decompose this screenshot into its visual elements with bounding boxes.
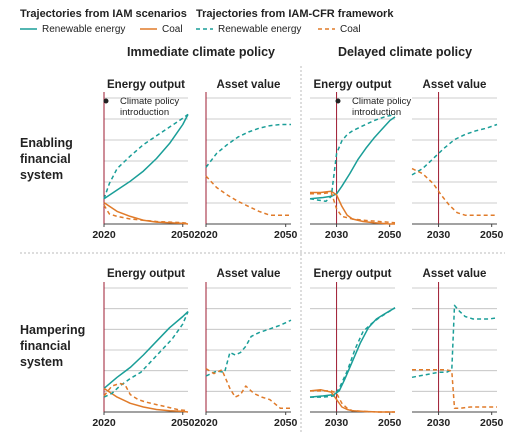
row-label-line: financial — [20, 339, 71, 353]
panel-7: Energy output 2030 2050 — [309, 268, 402, 429]
coal-solid-line — [103, 387, 189, 413]
x-tick-label: 2050 — [171, 229, 195, 241]
x-tick-label: 2030 — [427, 417, 451, 429]
column-header-delayed: Delayed climate policy — [338, 45, 472, 59]
coal-solid-line — [103, 201, 189, 225]
x-tick-label: 2020 — [92, 417, 116, 429]
coal-dashed-line — [205, 175, 291, 216]
x-tick-label: 2020 — [92, 229, 116, 241]
legend-label-renewable-solid: Renewable energy — [42, 24, 125, 35]
annotation-text-line: introduction — [352, 107, 401, 118]
panel-6: Asset value 2020 2050 — [194, 268, 297, 429]
renewable-energy-dashed-line — [411, 304, 498, 379]
x-tick-label: 2050 — [378, 229, 402, 241]
renewable-energy-dashed-line — [205, 319, 292, 377]
panel-1: Energy output 2020 2050 — [92, 79, 194, 241]
renewable-energy-dashed-line — [205, 123, 291, 168]
renewable-energy-dashed-line — [103, 113, 189, 200]
renewable-energy-dashed-line — [309, 113, 396, 203]
coal-dashed-line — [411, 167, 497, 216]
renewable-energy-solid-line — [309, 116, 396, 200]
panel-title: Asset value — [217, 79, 281, 91]
renewable-energy-solid-line — [103, 114, 189, 200]
renewable-energy-dashed-line — [411, 123, 498, 176]
panel-title: Energy output — [314, 268, 392, 280]
row-label-line: financial — [20, 152, 71, 166]
panel-5: Energy output 2020 2050 — [92, 268, 194, 429]
annotation-text-line: Climate policy — [352, 96, 411, 107]
row-label-enabling: Enabling financial system — [20, 136, 73, 182]
legend-iam-title: Trajectories from IAM scenarios — [20, 8, 187, 20]
panel-title: Asset value — [423, 268, 487, 280]
annotation-text-line: Climate policy — [120, 96, 179, 107]
annotation-dot — [103, 98, 109, 104]
policy-annotation-immediate: Climate policy introduction — [103, 96, 179, 118]
panel-4: Asset value 2030 2050 — [411, 79, 504, 241]
coal-solid-line — [310, 190, 395, 225]
legend: Trajectories from IAM scenarios Trajecto… — [20, 8, 394, 35]
panel-title: Asset value — [423, 79, 487, 91]
coal-dashed-line — [103, 382, 189, 412]
legend-label-coal-dashed: Coal — [340, 24, 361, 35]
annotation-text-line: introduction — [120, 107, 169, 118]
x-tick-label: 2020 — [194, 229, 218, 241]
x-tick-label: 2050 — [480, 229, 504, 241]
row-label-line: system — [20, 355, 63, 369]
x-tick-label: 2030 — [325, 229, 349, 241]
x-tick-label: 2030 — [427, 229, 451, 241]
panel-2: Asset value 2020 2050 — [194, 79, 297, 241]
panel-8: Asset value 2030 2050 — [411, 268, 504, 429]
policy-annotation-delayed: Climate policy introduction — [335, 96, 411, 118]
row-label-hampering: Hampering financial system — [20, 323, 85, 369]
panel-title: Energy output — [107, 79, 185, 91]
panel-title: Asset value — [217, 268, 281, 280]
legend-label-coal-solid: Coal — [162, 24, 183, 35]
renewable-energy-dashed-line — [310, 307, 396, 398]
annotation-dot — [335, 98, 341, 104]
x-tick-label: 2050 — [274, 229, 298, 241]
x-tick-label: 2050 — [378, 417, 402, 429]
column-header-immediate: Immediate climate policy — [127, 45, 275, 59]
coal-dashed-line — [310, 390, 395, 413]
renewable-energy-dashed-line — [103, 311, 189, 398]
x-tick-label: 2050 — [480, 417, 504, 429]
row-label-line: Hampering — [20, 323, 85, 337]
x-tick-label: 2020 — [194, 417, 218, 429]
coal-solid-line — [309, 388, 395, 413]
coal-dashed-line — [103, 204, 189, 225]
x-tick-label: 2030 — [325, 417, 349, 429]
panel-title: Energy output — [107, 268, 185, 280]
legend-cfr-title: Trajectories from IAM-CFR framework — [196, 8, 394, 20]
panel-3: Energy output 2030 2050 — [309, 79, 402, 241]
coal-dashed-line — [310, 191, 396, 224]
coal-dashed-line — [412, 369, 497, 410]
x-tick-label: 2050 — [274, 417, 298, 429]
legend-label-renewable-dashed: Renewable energy — [218, 24, 301, 35]
panel-title: Energy output — [314, 79, 392, 91]
x-tick-label: 2050 — [171, 417, 195, 429]
row-label-line: Enabling — [20, 136, 73, 150]
coal-dashed-line — [205, 367, 291, 410]
renewable-energy-solid-line — [103, 311, 189, 389]
row-label-line: system — [20, 168, 63, 182]
renewable-energy-solid-line — [309, 307, 396, 398]
